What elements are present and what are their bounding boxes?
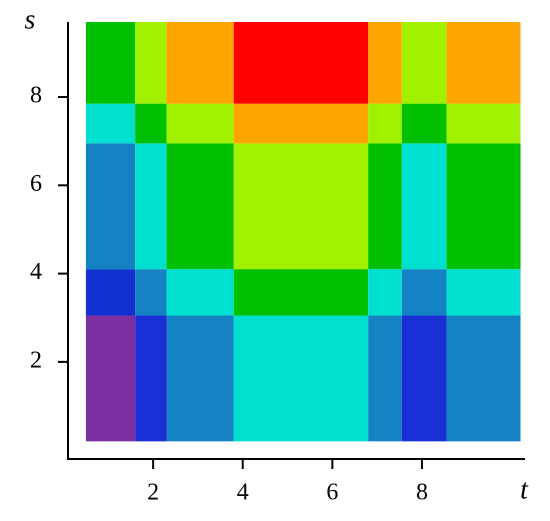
cell xyxy=(85,269,136,316)
cell xyxy=(401,269,447,316)
cell xyxy=(401,143,447,270)
x-tick-label: 6 xyxy=(326,480,338,506)
cell xyxy=(135,103,167,144)
x-tick-label: 8 xyxy=(416,480,428,506)
cell xyxy=(85,22,136,104)
x-tick-label: 4 xyxy=(237,480,249,506)
x-axis-label: t xyxy=(520,474,529,505)
cell xyxy=(233,22,369,104)
cell xyxy=(85,315,136,442)
cell xyxy=(446,22,521,104)
cell xyxy=(368,22,402,104)
cell xyxy=(135,22,167,104)
y-tick-label: 6 xyxy=(30,171,42,197)
cell xyxy=(401,103,447,144)
cell xyxy=(166,143,234,270)
cell xyxy=(233,269,369,316)
cell xyxy=(135,143,167,270)
cell xyxy=(166,315,234,442)
cell xyxy=(368,143,402,270)
cell xyxy=(368,103,402,144)
y-axis-label: s xyxy=(25,4,36,35)
cell xyxy=(401,315,447,442)
cell xyxy=(233,103,369,144)
cell xyxy=(368,315,402,442)
cell xyxy=(446,315,521,442)
cell xyxy=(135,269,167,316)
y-tick-label: 8 xyxy=(30,83,42,109)
cell xyxy=(166,103,234,144)
cell xyxy=(446,143,521,270)
cell xyxy=(446,103,521,144)
cell xyxy=(446,269,521,316)
cell xyxy=(233,143,369,270)
cell xyxy=(166,22,234,104)
cell xyxy=(85,103,136,144)
cell xyxy=(166,269,234,316)
x-tick-label: 2 xyxy=(147,480,159,506)
cell xyxy=(135,315,167,442)
cell xyxy=(401,22,447,104)
cell xyxy=(233,315,369,442)
cell xyxy=(85,143,136,270)
cell xyxy=(368,269,402,316)
y-tick-label: 4 xyxy=(30,259,42,285)
y-tick-label: 2 xyxy=(30,347,42,373)
